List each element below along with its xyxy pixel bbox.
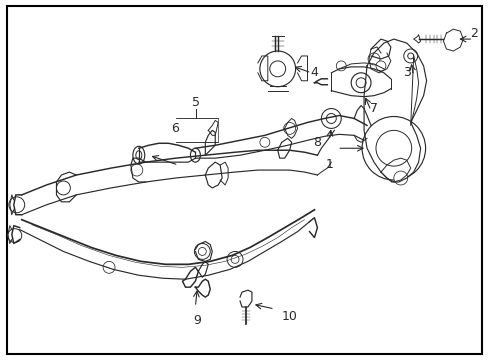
Text: 5: 5 xyxy=(192,96,200,109)
Circle shape xyxy=(259,137,269,147)
Circle shape xyxy=(259,51,295,87)
Text: 10: 10 xyxy=(281,310,297,323)
Circle shape xyxy=(226,251,243,267)
Text: 4: 4 xyxy=(310,66,318,79)
Text: 9: 9 xyxy=(193,314,201,327)
Circle shape xyxy=(231,255,239,264)
Text: 3: 3 xyxy=(402,66,410,79)
Circle shape xyxy=(407,53,413,59)
Text: 1: 1 xyxy=(325,158,333,171)
Text: 8: 8 xyxy=(313,136,321,149)
Circle shape xyxy=(361,117,425,180)
Circle shape xyxy=(375,130,411,166)
Text: 7: 7 xyxy=(369,102,377,115)
Circle shape xyxy=(131,164,142,176)
Circle shape xyxy=(194,243,210,260)
Circle shape xyxy=(403,49,417,63)
Circle shape xyxy=(375,61,385,71)
Circle shape xyxy=(367,53,379,65)
Circle shape xyxy=(355,78,366,88)
Circle shape xyxy=(336,61,346,71)
Circle shape xyxy=(393,171,407,185)
Circle shape xyxy=(56,181,70,195)
Circle shape xyxy=(9,197,25,213)
Circle shape xyxy=(103,261,115,273)
Circle shape xyxy=(269,61,285,77)
Text: 6: 6 xyxy=(171,122,179,135)
Circle shape xyxy=(198,247,206,255)
Circle shape xyxy=(325,113,336,123)
Text: 2: 2 xyxy=(469,27,477,40)
Circle shape xyxy=(8,229,21,243)
Circle shape xyxy=(283,122,295,134)
Circle shape xyxy=(350,73,370,93)
Circle shape xyxy=(321,109,341,129)
